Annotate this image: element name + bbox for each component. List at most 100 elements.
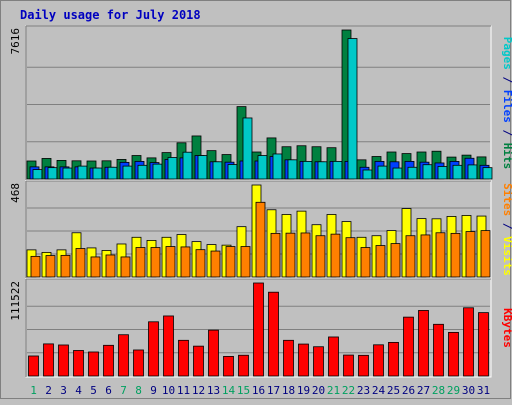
panel-right-label: Sites / Visits xyxy=(501,183,512,276)
bar-kbytes-day-18 xyxy=(283,339,294,377)
bar-kbytes-day-14 xyxy=(223,356,234,377)
panel-right-label-part: Pages xyxy=(501,37,512,70)
panel-kbytes: 111522 KBytes xyxy=(9,278,512,378)
chart-title: Daily usage for July 2018 xyxy=(20,8,201,22)
x-tick-label: 28 xyxy=(432,384,445,397)
panel-max-label: 468 xyxy=(9,183,22,203)
bar-kbytes-day-16 xyxy=(253,282,264,377)
bar-pages-day-24 xyxy=(377,165,388,180)
bar-sites-day-3 xyxy=(60,254,71,278)
bar-kbytes-day-31 xyxy=(478,312,489,377)
bar-pages-day-17 xyxy=(272,153,283,180)
bar-sites-day-5 xyxy=(90,256,101,278)
bar-pages-day-29 xyxy=(452,164,463,180)
bar-kbytes-day-10 xyxy=(163,315,174,377)
bar-sites-day-7 xyxy=(120,256,131,278)
bar-pages-day-3 xyxy=(62,167,73,180)
bar-sites-day-29 xyxy=(450,232,461,278)
x-tick-label: 25 xyxy=(387,384,400,397)
bar-kbytes-day-11 xyxy=(178,339,189,377)
panel-right-label-part: Hits xyxy=(501,143,512,170)
bar-kbytes-day-24 xyxy=(373,344,384,377)
bar-kbytes-day-9 xyxy=(148,321,159,377)
x-tick-label: 12 xyxy=(192,384,205,397)
panel-right-label: KBytes xyxy=(501,308,512,348)
panel-right-label-part: KBytes xyxy=(501,308,512,348)
bar-kbytes-day-4 xyxy=(73,350,84,377)
panel-right-label-part: Files xyxy=(501,90,512,123)
bar-kbytes-day-15 xyxy=(238,354,249,377)
x-tick-label: 4 xyxy=(75,384,82,397)
bar-sites-day-16 xyxy=(255,201,266,278)
x-tick-label: 14 xyxy=(222,384,236,397)
bar-kbytes-day-6 xyxy=(103,344,114,377)
bar-kbytes-day-13 xyxy=(208,329,219,377)
bar-kbytes-day-21 xyxy=(328,336,339,377)
bar-pages-day-11 xyxy=(182,151,193,180)
panel-right-label: Pages / Files / Hits xyxy=(501,37,512,170)
bar-sites-day-15 xyxy=(240,246,251,278)
x-tick-label: 18 xyxy=(282,384,295,397)
panel-max-label: 7616 xyxy=(9,28,22,55)
x-tick-label: 19 xyxy=(297,384,310,397)
bar-pages-day-6 xyxy=(107,166,118,180)
bar-sites-day-24 xyxy=(375,245,386,278)
bar-sites-day-22 xyxy=(345,237,356,278)
x-tick-label: 13 xyxy=(207,384,220,397)
bar-sites-day-17 xyxy=(270,232,281,278)
bar-kbytes-day-20 xyxy=(313,346,324,377)
bar-sites-day-12 xyxy=(195,249,206,278)
bar-sites-day-10 xyxy=(165,246,176,278)
x-tick-label: 24 xyxy=(372,384,386,397)
x-tick-label: 16 xyxy=(252,384,265,397)
bar-pages-day-22 xyxy=(347,38,358,180)
bar-sites-day-13 xyxy=(210,250,221,278)
bar-sites-day-9 xyxy=(150,247,161,278)
panel-hits-files-pages: 7616 Pages / Files / Hits xyxy=(9,25,512,181)
bar-sites-day-11 xyxy=(180,246,191,278)
bar-sites-day-28 xyxy=(435,232,446,278)
bar-sites-day-14 xyxy=(225,246,236,278)
bar-sites-day-1 xyxy=(30,255,41,278)
x-tick-label: 29 xyxy=(447,384,460,397)
bar-kbytes-day-26 xyxy=(403,316,414,377)
bar-pages-day-2 xyxy=(47,167,58,180)
bar-sites-day-30 xyxy=(465,231,476,278)
x-tick-label: 11 xyxy=(177,384,190,397)
x-tick-label: 17 xyxy=(267,384,280,397)
panel-right-label-part: / xyxy=(501,216,512,236)
x-tick-label: 21 xyxy=(327,384,340,397)
bar-kbytes-day-25 xyxy=(388,341,399,377)
bar-pages-day-4 xyxy=(77,165,88,180)
x-tick-label: 15 xyxy=(237,384,250,397)
panel-max-label: 111522 xyxy=(9,281,22,321)
panel-visits-sites: 468 Sites / Visits xyxy=(9,180,512,279)
bar-sites-day-19 xyxy=(300,232,311,278)
bar-sites-day-27 xyxy=(420,234,431,278)
bar-pages-day-27 xyxy=(422,164,433,180)
x-tick-label: 27 xyxy=(417,384,430,397)
bar-kbytes-day-1 xyxy=(28,355,39,377)
x-tick-label: 8 xyxy=(135,384,142,397)
bar-pages-day-13 xyxy=(212,161,223,180)
bar-sites-day-20 xyxy=(315,235,326,278)
panel-right-label-part: Sites xyxy=(501,183,512,216)
bar-pages-day-26 xyxy=(407,166,418,180)
bar-kbytes-day-7 xyxy=(118,334,129,377)
bar-pages-day-5 xyxy=(92,167,103,180)
bar-sites-day-18 xyxy=(285,232,296,278)
bar-kbytes-day-23 xyxy=(358,354,369,377)
bar-pages-day-8 xyxy=(137,164,148,180)
bar-pages-day-1 xyxy=(32,169,43,180)
panel-right-label-part: / xyxy=(501,123,512,143)
bar-pages-day-31 xyxy=(482,167,493,180)
bar-sites-day-21 xyxy=(330,233,341,278)
x-tick-label: 22 xyxy=(342,384,355,397)
bar-pages-day-20 xyxy=(317,161,328,180)
bar-sites-day-4 xyxy=(75,248,86,278)
bar-kbytes-day-22 xyxy=(343,354,354,377)
x-tick-label: 5 xyxy=(90,384,97,397)
bar-pages-day-21 xyxy=(332,160,343,180)
x-tick-label: 7 xyxy=(120,384,127,397)
